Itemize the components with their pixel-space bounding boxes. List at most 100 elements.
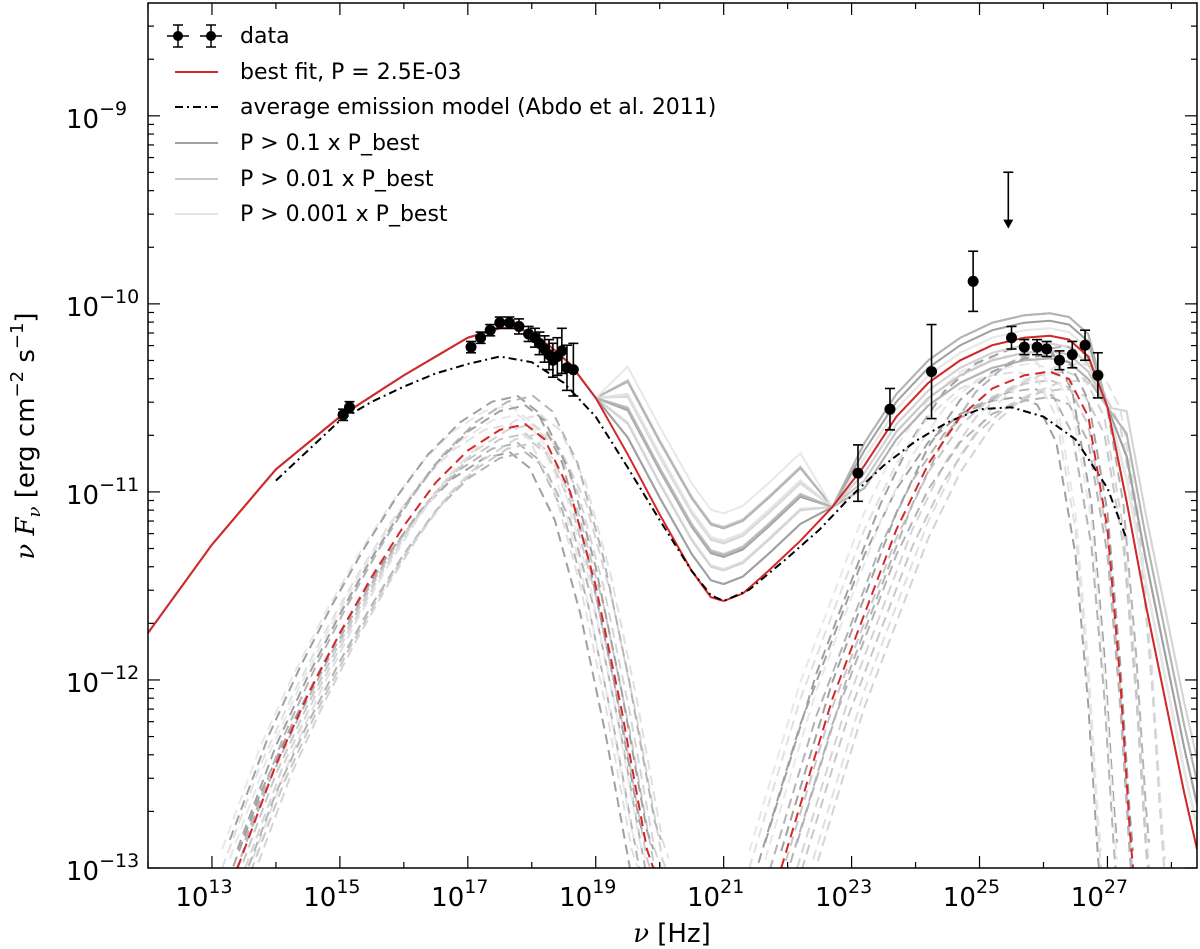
x-tick-base: 10 (431, 883, 464, 913)
series-line-2 (236, 423, 655, 868)
data-point (1066, 340, 1078, 369)
upper-limit-arrow (1003, 219, 1014, 229)
x-tick-base: 10 (559, 883, 592, 913)
data-marker (884, 403, 896, 415)
data-point (1031, 338, 1043, 356)
data-layer (337, 171, 1104, 503)
x-tick-label: 1027 (1071, 876, 1128, 913)
y-tick-exp: −10 (99, 286, 139, 308)
x-tick-exp: 13 (208, 876, 232, 898)
y-axis-title-exp2: −1 (7, 323, 28, 350)
y-tick-label: 10−10 (66, 286, 139, 323)
data-point (567, 342, 579, 397)
model-curve-sync-3 (244, 423, 662, 868)
data-marker (1006, 332, 1018, 344)
x-tick-label: 1013 (175, 876, 232, 913)
x-tick-base: 10 (303, 883, 336, 913)
x-tick-exp: 23 (848, 876, 872, 898)
axis-ticks: 1013 1015 1017 1019 1021 1023 1025 102710−1310−… (66, 3, 1197, 913)
x-tick-label: 1023 (815, 876, 872, 913)
y-axis-title-unit-open: [erg cm (11, 397, 41, 506)
data-marker (465, 341, 477, 353)
model-curve-ic-11 (764, 362, 1118, 860)
legend-label-average-model: average emission model (Abdo et al. 2011… (240, 95, 716, 120)
y-tick-label: 10−13 (66, 850, 139, 887)
x-axis-title-symbol: ν (633, 919, 649, 949)
y-tick-label: 10−9 (66, 98, 127, 135)
x-tick-base: 10 (943, 883, 976, 913)
data-marker (1041, 343, 1053, 355)
x-tick-exp: 21 (720, 876, 744, 898)
upper-limit (1003, 171, 1014, 229)
legend-label-data: data (240, 24, 290, 49)
legend-entry-p0001: P > 0.001 x P_best (175, 202, 448, 227)
data-marker (1053, 354, 1065, 366)
legend-entry-p01: P > 0.1 x P_best (175, 131, 420, 156)
model-curve-ic-12 (780, 353, 1134, 852)
data-marker (1031, 341, 1043, 353)
plot-background (148, 3, 1197, 868)
model-curve-sync-5 (221, 404, 639, 850)
model-curve-ic-3 (796, 370, 1150, 868)
model-curve-ic-0 (755, 395, 1100, 868)
data-point (523, 325, 535, 343)
legend-label-p01: P > 0.1 x P_best (240, 131, 420, 156)
y-axis-title-prefix: ν F (11, 517, 41, 560)
y-tick-exp: −12 (99, 662, 139, 684)
data-marker (967, 275, 979, 287)
data-point (343, 400, 355, 414)
model-curve-sync-11 (228, 413, 647, 859)
y-axis-title-unit-close: ] (11, 312, 41, 322)
y-tick-exp: −9 (99, 98, 127, 120)
x-tick-label: 1015 (303, 876, 360, 913)
data-marker (503, 317, 515, 329)
model-curve-sync-2 (239, 432, 652, 868)
x-tick-base: 10 (1071, 883, 1104, 913)
y-tick-exp: −13 (99, 850, 139, 872)
data-marker (484, 324, 496, 336)
legend-label-best-fit: best fit, P = 2.5E-03 (240, 60, 462, 85)
data-point (533, 331, 545, 356)
model-curve-sync-6 (228, 394, 647, 841)
data-marker (1066, 349, 1078, 361)
legend-entry-best-fit: best fit, P = 2.5E-03 (175, 60, 462, 85)
data-marker (1079, 339, 1091, 351)
model-curve-ic-1 (769, 387, 1117, 868)
data-marker (475, 332, 487, 344)
data-marker (343, 401, 355, 413)
y-tick-label: 10−11 (66, 474, 139, 511)
y-tick-base: 10 (66, 857, 99, 887)
data-point (967, 250, 979, 313)
data-marker (852, 467, 864, 479)
model-curve-ic-10 (748, 370, 1103, 868)
series-line-1 (275, 355, 1128, 603)
data-point (1006, 325, 1018, 350)
y-tick-base: 10 (66, 105, 99, 135)
x-tick-label: 1019 (559, 876, 616, 913)
legend-entry-data: data (167, 24, 290, 49)
model-curve-sync-9 (255, 432, 667, 868)
data-point (484, 323, 496, 337)
data-marker (556, 345, 568, 357)
y-tick-exp: −11 (99, 474, 139, 496)
data-point (1092, 351, 1104, 399)
data-point (494, 316, 506, 330)
y-axis-title-exp1: −2 (7, 371, 28, 398)
y-tick-base: 10 (66, 669, 99, 699)
x-tick-exp: 25 (976, 876, 1000, 898)
data-point (1018, 338, 1030, 356)
x-tick-label: 1021 (687, 876, 744, 913)
y-axis-title-mid: s (11, 349, 41, 371)
model-curve-ic-9 (814, 378, 1166, 868)
data-marker (337, 409, 349, 421)
series-line-3 (780, 370, 1134, 868)
model-curve-sync-13 (244, 394, 662, 841)
data-point (852, 444, 864, 503)
model-curve-ic-8 (801, 387, 1149, 868)
data-point (884, 387, 896, 431)
y-axis-title: ν Fν [erg cm−2 s−1] (7, 312, 45, 559)
data-point (503, 316, 515, 330)
x-tick-base: 10 (175, 883, 208, 913)
data-point (465, 340, 477, 354)
